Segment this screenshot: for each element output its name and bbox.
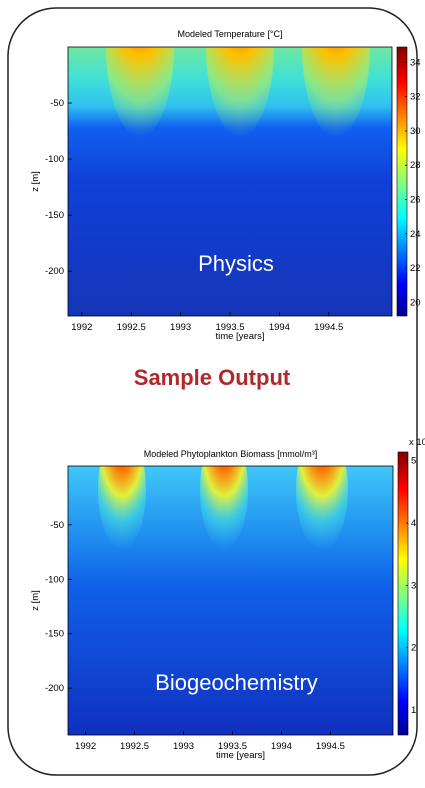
colorbar-tick-label: 1: [411, 705, 416, 716]
colorbar-exponent: x 10: [409, 437, 425, 448]
colorbar-tick-label: 30: [410, 126, 421, 137]
y-tick-label: -100: [45, 154, 64, 165]
colorbar-tick-label: 4: [411, 518, 416, 529]
x-tick-label: 1994: [269, 322, 290, 333]
colorbar-tick-label: 20: [410, 297, 421, 308]
colorbar-tick-label: 32: [410, 92, 421, 103]
heading: Sample Output: [134, 365, 291, 390]
colorbar-tick-label: 3: [411, 580, 416, 591]
colorbar-tick-label: 26: [410, 194, 421, 205]
x-tick-label: 1993.5: [215, 322, 244, 333]
colorbar: [397, 451, 409, 736]
temperature-field: [68, 47, 392, 316]
panel-title: Modeled Temperature [°C]: [178, 29, 283, 39]
panel-label: Physics: [198, 251, 274, 276]
biomass-field: [68, 466, 393, 735]
x-tick-label: 1992.5: [120, 741, 149, 752]
frame: [7, 7, 418, 776]
x-tick-label: 1994.5: [314, 322, 343, 333]
x-axis-label: time [years]: [216, 750, 265, 761]
x-tick-label: 1993.5: [218, 741, 247, 752]
x-tick-label: 1994.5: [316, 741, 345, 752]
y-axis-label: z [m]: [30, 590, 41, 611]
y-tick-label: -50: [50, 520, 64, 531]
x-tick-label: 1993: [173, 741, 194, 752]
panel-title: Modeled Phytoplankton Biomass [mmol/m³]: [144, 449, 318, 459]
y-axis-label: z [m]: [30, 171, 41, 192]
x-tick-label: 1993: [170, 322, 191, 333]
colorbar-tick-label: 24: [410, 229, 421, 240]
y-tick-label: -100: [45, 574, 64, 585]
y-tick-label: -200: [45, 266, 64, 277]
x-tick-label: 1994: [271, 741, 292, 752]
colorbar-tick-label: 28: [410, 160, 421, 171]
y-tick-label: -200: [45, 683, 64, 694]
plot-frame: [67, 465, 394, 736]
x-axis-label: time [years]: [215, 331, 264, 342]
colorbar-tick-label: 2: [411, 643, 416, 654]
y-tick-label: -150: [45, 210, 64, 221]
colorbar-tick-label: 5: [411, 456, 416, 467]
colorbar-tick-label: 34: [410, 57, 421, 68]
x-tick-label: 1992.5: [117, 322, 146, 333]
panel-label: Biogeochemistry: [155, 670, 318, 695]
y-tick-label: -50: [50, 98, 64, 109]
x-tick-label: 1992: [71, 322, 92, 333]
colorbar-tick-label: 22: [410, 263, 421, 274]
y-tick-label: -150: [45, 629, 64, 640]
x-tick-label: 1992: [75, 741, 96, 752]
colorbar: [396, 46, 408, 317]
